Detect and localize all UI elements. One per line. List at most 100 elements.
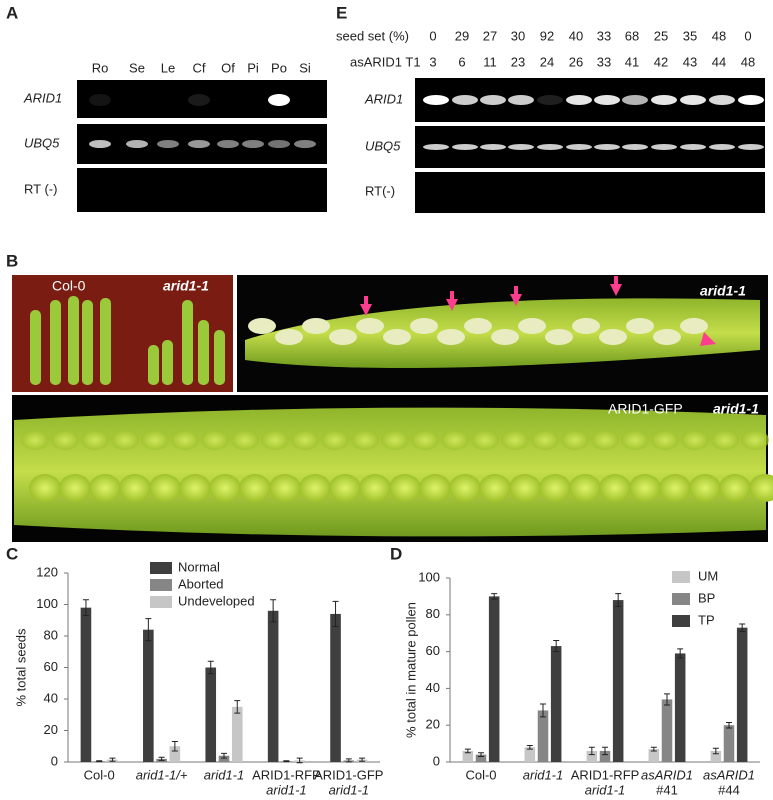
seed: [329, 474, 361, 502]
error-bar: [739, 623, 746, 632]
row-label: UBQ5: [365, 138, 401, 153]
silique-pod: [214, 330, 225, 385]
gel-band: [537, 95, 563, 105]
header-value: 42: [654, 54, 668, 69]
bar: [661, 699, 673, 762]
y-axis-label: % total in mature pollen: [403, 602, 418, 738]
seed: [261, 430, 289, 450]
seed: [239, 474, 271, 502]
seed: [599, 474, 631, 502]
x-tick-label: arid1-1/+: [136, 767, 188, 782]
gel-band: [268, 94, 290, 106]
panel-label: D: [390, 544, 402, 563]
lane-label: Si: [299, 60, 311, 75]
y-tick-label: 60: [426, 643, 440, 658]
gel-band: [508, 95, 534, 105]
gel-row: [77, 168, 327, 212]
silique-pod: [82, 300, 93, 385]
seed: [231, 430, 259, 450]
seed: [599, 329, 627, 345]
gel-band: [651, 144, 677, 150]
gel-band: [709, 95, 735, 105]
gel-band: [452, 144, 478, 150]
header-value: 3: [429, 54, 436, 69]
seed: [561, 430, 589, 450]
error-bar: [207, 660, 214, 675]
seed: [149, 474, 181, 502]
y-tick-label: 100: [418, 569, 440, 584]
row-label: ARID1: [23, 90, 62, 105]
bar: [550, 646, 562, 762]
error-bar-line: [207, 660, 214, 675]
bar: [736, 627, 748, 762]
panel-label: C: [6, 544, 18, 563]
lane-label: Le: [161, 60, 175, 75]
error-bar: [588, 746, 595, 756]
x-tick-label: asARID1: [703, 767, 755, 782]
seed: [441, 430, 469, 450]
error-bar-line: [726, 721, 732, 729]
y-tick-label: 120: [36, 564, 58, 579]
error-bar: [726, 721, 732, 729]
x-tick-label: Col-0: [465, 767, 496, 782]
seed: [269, 474, 301, 502]
seed: [501, 430, 529, 450]
header-value: 0: [744, 28, 751, 43]
seed: [653, 329, 681, 345]
silique-pod: [162, 340, 173, 385]
gel-band: [709, 144, 735, 150]
header-value: 68: [625, 28, 639, 43]
header-value: 41: [625, 54, 639, 69]
header-value: 11: [483, 54, 497, 69]
y-tick-label: 0: [51, 753, 58, 768]
seed: [464, 318, 492, 334]
panel-label: A: [6, 3, 18, 22]
lane-label: Se: [129, 60, 145, 75]
bar: [475, 754, 487, 762]
row-label: RT (-): [24, 181, 57, 196]
header-value: 33: [597, 28, 611, 43]
bar: [330, 613, 341, 762]
gel-band: [622, 95, 648, 105]
error-bar: [664, 693, 670, 706]
error-bar: [109, 757, 116, 762]
seed: [531, 430, 559, 450]
gel-band: [188, 94, 210, 106]
gel-band: [157, 140, 179, 148]
gel-band: [423, 144, 449, 150]
seed: [302, 318, 330, 334]
error-bar: [332, 600, 339, 628]
seed: [359, 474, 391, 502]
seed: [437, 329, 465, 345]
y-tick-label: 80: [44, 627, 58, 642]
error-bar-line: [332, 600, 339, 628]
error-bar-line: [602, 746, 608, 756]
header-value: 30: [511, 28, 525, 43]
gel-band: [89, 94, 111, 106]
header-value: 24: [540, 54, 554, 69]
y-tick-label: 20: [426, 717, 440, 732]
header-value: 44: [712, 54, 726, 69]
silique: [14, 407, 766, 537]
header-value: 48: [712, 28, 726, 43]
panel-label: B: [6, 251, 18, 270]
y-tick-label: 20: [44, 722, 58, 737]
photo-label: Col-0: [52, 278, 86, 294]
error-bar: [221, 752, 227, 759]
legend-swatch: [150, 562, 172, 574]
y-tick-label: 0: [433, 753, 440, 768]
bar: [612, 600, 624, 762]
error-bar: [171, 741, 178, 752]
error-bar-line: [677, 648, 684, 659]
bar: [218, 755, 230, 762]
gel-band: [242, 140, 264, 148]
x-tick-label: ARID1-GFP: [314, 767, 383, 782]
silique-pod: [50, 300, 61, 385]
legend-label: Normal: [178, 559, 220, 574]
photo-label: arid1-1: [700, 283, 746, 299]
gel-band: [480, 144, 506, 150]
x-tick-sublabel: #44: [718, 782, 740, 797]
arrow: [700, 332, 716, 346]
x-tick-sublabel: arid1-1: [266, 782, 306, 797]
legend-label: BP: [698, 590, 715, 605]
